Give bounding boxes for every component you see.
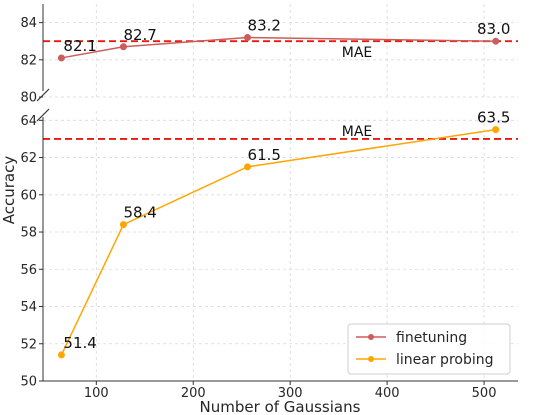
y-tick-label: 80 bbox=[20, 91, 37, 106]
legend-box bbox=[347, 323, 511, 375]
data-label-finetuning: 83.2 bbox=[248, 16, 281, 34]
series-line-linear-probing bbox=[60, 128, 496, 356]
data-point-finetuning bbox=[492, 37, 500, 45]
y-tick-label: 56 bbox=[20, 263, 37, 278]
legend-label-finetuning: finetuning bbox=[396, 330, 467, 346]
y-tick-label: 84 bbox=[20, 16, 37, 31]
y-tick-label: 82 bbox=[20, 53, 37, 68]
data-label-linear-probing: 58.4 bbox=[123, 204, 156, 222]
axis-break-bottom bbox=[36, 108, 50, 122]
x-tick-label: 300 bbox=[278, 386, 303, 401]
y-axis-title: Accuracy bbox=[0, 156, 18, 225]
data-label-linear-probing: 63.5 bbox=[477, 109, 510, 127]
axis-break-top bbox=[36, 88, 50, 102]
data-label-finetuning: 83.0 bbox=[477, 20, 510, 38]
data-label-finetuning: 82.7 bbox=[123, 26, 156, 44]
series-line-finetuning bbox=[61, 36, 496, 59]
data-label-linear-probing: 61.5 bbox=[248, 146, 281, 164]
x-tick-label: 500 bbox=[472, 386, 497, 401]
y-tick-label: 60 bbox=[20, 188, 37, 203]
data-point-linear-probing bbox=[119, 221, 127, 229]
data-point-finetuning bbox=[244, 33, 252, 41]
y-tick-label: 52 bbox=[20, 337, 37, 352]
y-tick-label: 58 bbox=[20, 226, 37, 241]
y-tick-label: 54 bbox=[20, 300, 37, 315]
data-label-finetuning: 82.1 bbox=[63, 37, 96, 55]
legend-marker-finetuning bbox=[368, 334, 374, 340]
data-point-linear-probing bbox=[57, 351, 65, 359]
x-axis-title: Number of Gaussians bbox=[200, 398, 361, 415]
x-tick-label: 400 bbox=[375, 386, 400, 401]
legend-marker-linear-probing bbox=[368, 356, 374, 362]
data-point-linear-probing bbox=[244, 163, 252, 171]
legend: finetuning linear probing bbox=[347, 323, 511, 375]
y-tick-label: 64 bbox=[20, 114, 37, 129]
y-tick-label: 50 bbox=[20, 375, 37, 390]
legend-label-linear-probing: linear probing bbox=[396, 352, 494, 368]
axes bbox=[36, 4, 518, 385]
tick-labels: 100 200 300 400 500 80 82 84 50 52 54 56 58 60 62 64 bbox=[20, 16, 496, 401]
data-labels: MAE MAE 82.1 82.7 83.2 83.0 51.4 58.4 61.5 63.5 bbox=[63, 16, 510, 351]
mae-reference-lines bbox=[43, 40, 518, 140]
y-tick-label: 62 bbox=[20, 151, 37, 166]
series bbox=[57, 33, 500, 359]
data-point-finetuning bbox=[119, 43, 127, 51]
mae-label-top: MAE bbox=[342, 45, 373, 61]
x-tick-label: 200 bbox=[181, 386, 206, 401]
data-label-linear-probing: 51.4 bbox=[63, 334, 96, 352]
data-point-linear-probing bbox=[492, 126, 500, 134]
data-point-finetuning bbox=[57, 54, 65, 62]
x-tick-label: 100 bbox=[84, 386, 109, 401]
mae-label-bottom: MAE bbox=[342, 124, 373, 140]
